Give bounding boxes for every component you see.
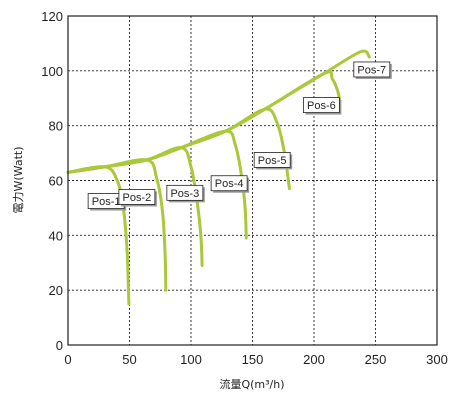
label-pos-3: Pos-3 — [166, 184, 205, 203]
x-tick-label: 300 — [426, 352, 448, 367]
x-tick-label: 200 — [303, 352, 325, 367]
plot-frame — [67, 15, 438, 346]
label-text: Pos-1 — [92, 196, 121, 208]
label-text: Pos-7 — [357, 64, 386, 76]
label-text: Pos-2 — [123, 192, 152, 204]
x-axis-title: 流量Q(m³/h) — [219, 377, 284, 391]
x-tick-label: 50 — [122, 352, 136, 367]
x-tick-label: 150 — [242, 352, 264, 367]
label-text: Pos-5 — [258, 155, 287, 167]
label-box — [253, 152, 291, 168]
y-axis-title: 電力W(Watt) — [12, 147, 25, 214]
label-pos-5: Pos-5 — [253, 152, 293, 170]
y-tick-label: 100 — [41, 64, 63, 79]
x-tick-label: 100 — [180, 352, 202, 367]
label-text: Pos-4 — [215, 178, 244, 190]
label-pos-6: Pos-6 — [302, 97, 342, 115]
label-pos-1: Pos-1 — [87, 193, 127, 211]
pos-labels: Pos-1 Pos-2 Pos-3 Pos-4 Pos-5 Pos-6 Pos-7 — [87, 61, 392, 211]
label-text: Pos-6 — [307, 100, 336, 112]
y-tick-label: 20 — [49, 283, 63, 298]
label-box — [166, 184, 204, 201]
y-tick-label: 80 — [49, 119, 63, 134]
label-pos-2: Pos-2 — [118, 189, 157, 207]
label-pos-7: Pos-7 — [353, 61, 392, 79]
label-box — [210, 175, 248, 192]
y-tick-label: 0 — [56, 338, 63, 353]
x-tick-label: 250 — [365, 352, 387, 367]
grid-lines — [68, 16, 437, 345]
series-line-pos-7 — [66, 49, 371, 174]
label-text: Pos-3 — [170, 188, 199, 200]
y-tick-label: 40 — [49, 228, 63, 243]
label-box — [353, 61, 391, 78]
x-tick-label: 0 — [64, 352, 71, 367]
y-tick-label: 60 — [49, 174, 63, 189]
label-pos-4: Pos-4 — [210, 175, 250, 193]
label-box — [302, 97, 340, 114]
y-tick-label: 120 — [41, 9, 63, 24]
tick-labels: 0 50 100 150 200 250 300 0 20 40 60 80 100 120 — [41, 9, 448, 367]
label-box — [118, 189, 156, 205]
